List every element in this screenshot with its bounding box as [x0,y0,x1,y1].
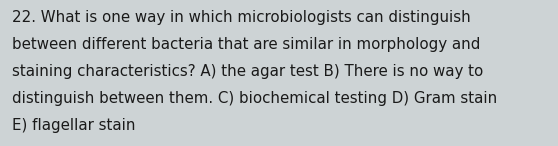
Text: between different bacteria that are similar in morphology and: between different bacteria that are simi… [12,37,480,52]
Text: E) flagellar stain: E) flagellar stain [12,118,136,133]
Text: 22. What is one way in which microbiologists can distinguish: 22. What is one way in which microbiolog… [12,10,471,25]
Text: distinguish between them. C) biochemical testing D) Gram stain: distinguish between them. C) biochemical… [12,91,498,106]
Text: staining characteristics? A) the agar test B) There is no way to: staining characteristics? A) the agar te… [12,64,484,79]
